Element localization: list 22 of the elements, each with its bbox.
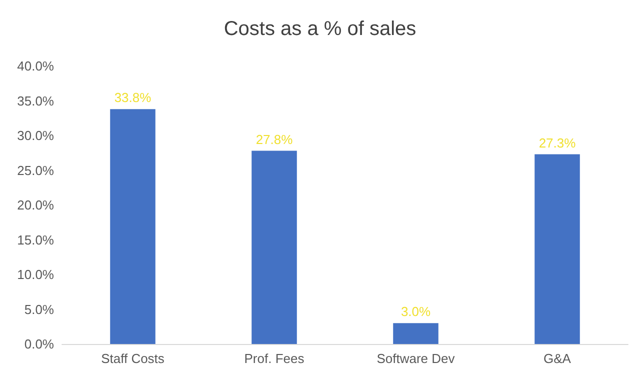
data-label: 27.3% (538, 135, 576, 150)
bar (252, 150, 297, 344)
data-label: 3.0% (400, 304, 431, 320)
y-tick-label: 30.0% (17, 128, 54, 143)
y-tick-label: 5.0% (24, 302, 54, 317)
chart-title: Costs as a % of sales (224, 18, 416, 40)
y-tick-label: 0.0% (24, 336, 54, 352)
y-tick-label: 20.0% (17, 198, 54, 212)
bar (110, 109, 156, 344)
x-tick-label: G&A (544, 351, 572, 366)
x-tick-label: Staff Costs (101, 351, 165, 366)
y-tick-label: 40.0% (17, 58, 54, 74)
y-tick-label: 15.0% (17, 232, 54, 248)
bar (534, 154, 580, 344)
x-tick-label: Software Dev (376, 351, 456, 366)
y-tick-label: 35.0% (17, 93, 54, 108)
y-tick-label: 10.0% (17, 267, 54, 282)
x-tick-label: Prof. Fees (244, 351, 305, 366)
data-label: 33.8% (114, 90, 152, 106)
y-tick-label: 25.0% (17, 162, 54, 178)
data-label: 27.8% (256, 132, 294, 147)
bar (393, 323, 438, 344)
